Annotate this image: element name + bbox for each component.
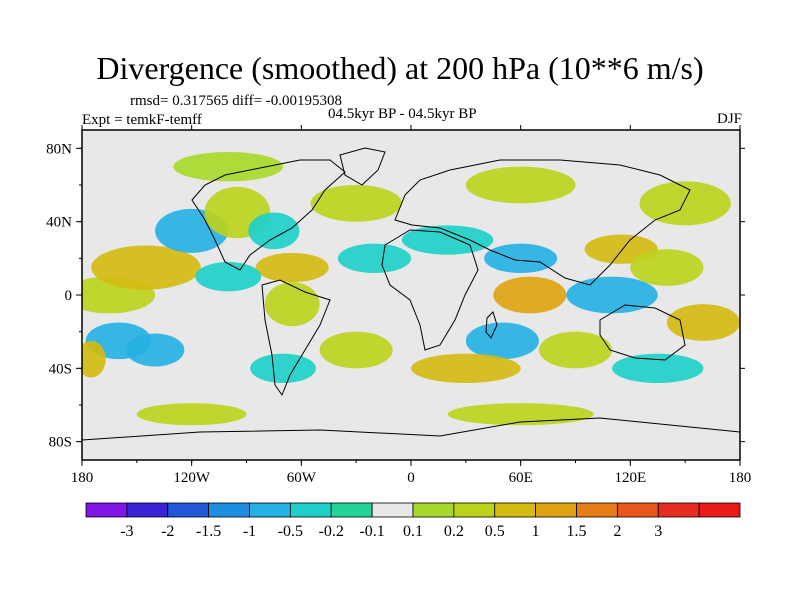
colorbar-swatch (167, 502, 210, 518)
colorbar-label: -1 (243, 523, 256, 540)
coastlines (82, 147, 740, 441)
colorbar-label: -2 (161, 523, 174, 540)
coastline-madagascar (485, 311, 498, 339)
colorbar: -3 -2 -1.5 -1 -0.5 -0.2 -0.1 0.1 0.2 0.5 1 1.5 2 3 (85, 502, 741, 540)
colorbar-swatch (657, 502, 700, 518)
field-blob (255, 252, 329, 283)
field-blob (173, 152, 284, 182)
field-blob (493, 276, 567, 314)
colorbar-label: -3 (120, 523, 133, 540)
field-blob (250, 353, 316, 384)
y-axis: 80N 40N 0 40S 80S (46, 141, 745, 451)
y-tick-label: 0 (65, 288, 73, 304)
colorbar-label: 3 (654, 523, 662, 540)
field-blob (612, 353, 704, 384)
y-tick-label: 40S (49, 361, 72, 377)
colorbar-swatch (371, 502, 414, 518)
coastline-africa (381, 229, 479, 351)
colorbar-swatch (698, 502, 741, 518)
x-tick-label: 120W (173, 470, 211, 486)
colorbar-swatch (494, 502, 537, 518)
colorbar-swatch (576, 502, 618, 518)
colorbar-label: 0.5 (485, 523, 505, 540)
colorbar-label: 0.1 (403, 523, 423, 540)
colorbar-swatch (535, 502, 577, 518)
colorbar-swatch (249, 502, 291, 518)
field-blob (411, 353, 521, 384)
colorbar-label: 0.2 (444, 523, 464, 540)
period-label: 04.5kyr BP - 04.5kyr BP (328, 106, 477, 122)
coastline-south-america (261, 279, 331, 397)
x-tick-label: 60W (287, 470, 317, 486)
y-tick-label: 80N (46, 141, 72, 157)
colorbar-label: -1.5 (196, 523, 221, 540)
coastline-eurasia (394, 159, 691, 286)
colorbar-swatch (208, 502, 250, 518)
field-blob (264, 282, 320, 327)
colorbar-swatch (453, 502, 496, 518)
field-blob (566, 276, 658, 314)
colorbar-label: 2 (613, 523, 621, 540)
colorbar-swatch (616, 502, 659, 518)
field-blob (125, 333, 185, 367)
coastline-australia (599, 304, 686, 361)
x-tick-label: 0 (407, 470, 415, 486)
divergence-field (82, 130, 740, 460)
colorbar-swatch (126, 502, 169, 518)
stats-text: rmsd= 0.317565 diff= -0.00195308 (130, 93, 343, 109)
colorbar-swatch (85, 502, 128, 518)
field-blob (337, 243, 412, 273)
field-blob (666, 304, 740, 341)
field-blob (248, 212, 300, 250)
field-blob (465, 166, 576, 204)
field-blob (82, 340, 106, 378)
x-tick-label: 60E (509, 470, 533, 486)
experiment-label: Expt = temkF-temff (82, 112, 202, 128)
colorbar-swatch (289, 502, 332, 518)
field-blob (639, 181, 731, 226)
season-label: DJF (716, 111, 742, 127)
x-axis: 180 120W 60W 0 60E 120E 180 (71, 125, 752, 486)
field-blob (538, 331, 613, 369)
colorbar-label: -0.2 (319, 523, 344, 540)
coastline-antarctica (82, 417, 740, 441)
field-blob (630, 249, 704, 286)
field-blob (136, 403, 247, 426)
field-blob (195, 262, 262, 292)
x-tick-label: 180 (729, 470, 752, 486)
colorbar-label: 1.5 (567, 523, 587, 540)
colorbar-swatch (330, 502, 373, 518)
page-title: Divergence (smoothed) at 200 hPa (10**6 … (96, 50, 704, 86)
x-tick-label: 120E (614, 470, 646, 486)
colorbar-swatch (412, 502, 455, 518)
field-blob (484, 243, 558, 273)
y-tick-label: 80S (49, 435, 72, 451)
coastline-greenland (339, 147, 386, 186)
field-blob (91, 245, 201, 290)
coastline-north-america (191, 159, 346, 271)
colorbar-label: -0.5 (278, 523, 303, 540)
field-blob (465, 322, 539, 360)
y-tick-label: 40N (46, 215, 72, 231)
colorbar-label: 1 (532, 523, 540, 540)
x-tick-label: 180 (71, 470, 94, 486)
colorbar-label: -0.1 (359, 523, 384, 540)
field-blob (310, 185, 402, 222)
field-blob (401, 225, 494, 255)
field-blob (319, 331, 393, 369)
